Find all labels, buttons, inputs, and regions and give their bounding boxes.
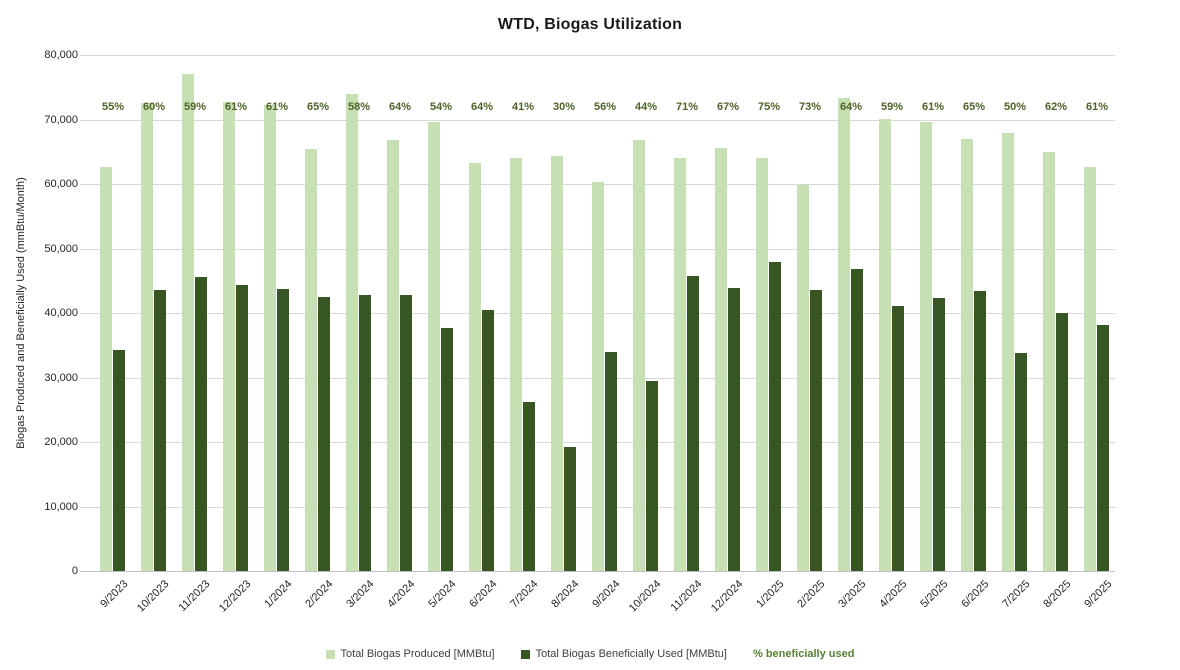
bar-used [441,327,453,571]
y-axis-tick-label: 10,000 [44,500,78,513]
percent-beneficially-used-label: 30% [552,101,576,113]
bar-produced [633,140,645,571]
percent-beneficially-used-label: 67% [716,101,740,113]
bar-used [851,269,863,571]
bar-produced [510,157,522,571]
bar-produced [305,148,317,571]
percent-beneficially-used-label: 59% [183,101,207,113]
x-axis-line [80,571,1115,572]
bar-used [1097,325,1109,571]
percent-beneficially-used-label: 61% [224,101,248,113]
bar-used [769,262,781,571]
percent-beneficially-used-label: 54% [429,101,453,113]
y-axis-tick-label: 20,000 [44,436,78,448]
bar-produced [715,147,727,571]
legend: Total Biogas Produced [MMBtu] Total Bioga… [0,648,1180,660]
bar-used [482,309,494,571]
percent-beneficially-used-label: 41% [511,101,535,113]
percent-beneficially-used-label: 64% [470,101,494,113]
legend-swatch-icon [325,649,335,659]
bar-used [1015,352,1027,571]
bar-used [687,276,699,571]
y-axis-tick-label: 60,000 [44,178,78,190]
bar-produced [756,157,768,571]
percent-beneficially-used-label: 56% [593,101,617,113]
percent-beneficially-used-label: 60% [142,101,166,113]
y-axis-tick-label: 80,000 [44,49,78,61]
bar-used [605,352,617,571]
legend-swatch-icon [520,649,530,659]
bar-produced [879,118,891,571]
legend-item-label: % beneficially used [752,648,855,660]
gridline [80,55,1115,56]
percent-beneficially-used-label: 65% [962,101,986,113]
bar-used [523,402,535,571]
percent-beneficially-used-label: 73% [798,101,822,113]
percent-beneficially-used-label: 50% [1003,101,1027,113]
bar-used [113,349,125,571]
bar-used [277,289,289,571]
bar-produced [346,94,358,571]
percent-beneficially-used-label: 61% [1085,101,1109,113]
bar-produced [223,102,235,571]
bar-used [154,290,166,571]
percent-beneficially-used-label: 62% [1044,101,1068,113]
bar-produced [961,139,973,571]
percent-beneficially-used-label: 44% [634,101,658,113]
legend-item-label: Total Biogas Beneficially Used [MMBtu] [535,648,727,660]
y-axis-tick-label: 30,000 [44,371,78,384]
bar-used [400,294,412,571]
legend-item: % beneficially used [753,648,854,660]
bar-produced [674,157,686,571]
bar-produced [264,105,276,571]
bar-produced [838,98,850,571]
percent-beneficially-used-label: 59% [880,101,904,113]
bar-used [646,380,658,571]
bar-used [728,287,740,571]
bar-produced [1084,166,1096,571]
y-axis-title: Biogas Produced and Beneficially Used (m… [15,177,27,449]
percent-beneficially-used-label: 65% [306,101,330,113]
bar-produced [182,73,194,571]
bar-used [974,291,986,571]
bar-produced [469,163,481,571]
bar-used [359,294,371,571]
percent-beneficially-used-label: 71% [675,101,699,113]
bar-produced [920,122,932,571]
percent-beneficially-used-label: 55% [101,101,125,113]
bar-produced [1043,151,1055,571]
bar-used [1056,313,1068,571]
bar-produced [100,166,112,571]
y-axis-tick-label: 50,000 [44,242,78,255]
bar-used [564,446,576,571]
bar-produced [592,182,604,571]
percent-beneficially-used-label: 64% [839,101,863,113]
percent-beneficially-used-label: 61% [921,101,945,113]
percent-beneficially-used-label: 61% [265,101,289,113]
bar-used [318,296,330,571]
bar-used [810,290,822,571]
bar-used [892,305,904,571]
percent-beneficially-used-label: 58% [347,101,371,113]
y-axis-tick-label: 40,000 [44,307,78,319]
percent-beneficially-used-label: 75% [757,101,781,113]
legend-item: Total Biogas Beneficially Used [MMBtu] [520,648,727,660]
bar-produced [141,103,153,571]
bar-used [933,298,945,571]
y-axis-tick-label: 70,000 [44,113,78,126]
legend-item: Total Biogas Produced [MMBtu] [325,648,495,660]
bar-used [195,276,207,571]
bar-used [236,285,248,571]
bar-produced [387,140,399,571]
chart-title: WTD, Biogas Utilization [497,16,683,33]
bar-produced [1002,133,1014,571]
bar-produced [551,156,563,571]
percent-beneficially-used-label: 64% [388,101,412,113]
gridline [80,119,1115,121]
y-axis-tick-label: 0 [71,565,78,577]
bar-produced [797,185,809,571]
legend-item-label: Total Biogas Produced [MMBtu] [340,648,495,660]
bar-produced [428,122,440,571]
